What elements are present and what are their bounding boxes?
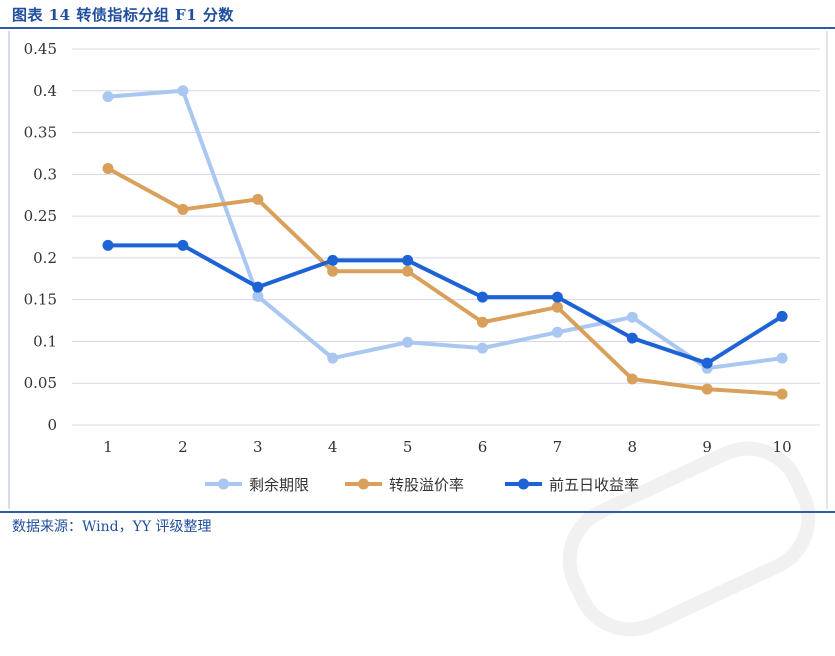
y-tick-label: 0.4	[33, 82, 57, 100]
data-point	[701, 383, 713, 395]
data-point	[327, 352, 339, 364]
data-point	[776, 352, 788, 364]
data-point	[477, 291, 488, 303]
data-point	[551, 326, 563, 338]
data-point	[252, 290, 264, 302]
x-tick-label: 9	[702, 438, 712, 456]
series-line-3	[106, 243, 785, 366]
x-tick-label: 1	[103, 438, 113, 456]
x-tick-label: 10	[773, 438, 792, 456]
x-tick-label: 2	[178, 438, 188, 456]
data-point	[626, 373, 638, 385]
legend-swatch-marker	[218, 478, 229, 490]
data-point	[327, 265, 339, 277]
y-tick-label: 0.35	[24, 124, 57, 142]
data-point	[177, 203, 189, 215]
chart-title: 图表 14 转债指标分组 F1 分数	[12, 6, 234, 24]
data-point	[177, 85, 189, 97]
line-chart: 0 0.05 0.1 0.15 0.2 0.25 0.3 0.35 0.4 0.45 1 2 3 4 5 6 7…	[24, 40, 820, 494]
title-divider	[0, 27, 835, 29]
series-line-1	[106, 88, 785, 371]
y-tick-label: 0.3	[33, 165, 57, 183]
x-tick-label: 5	[403, 438, 413, 456]
x-tick-label: 4	[328, 438, 338, 456]
legend-label: 转股溢价率	[389, 476, 464, 494]
data-point	[477, 316, 488, 328]
y-tick-label: 0.2	[33, 249, 57, 267]
source-note: 数据来源：Wind，YY 评级整理	[12, 519, 212, 535]
legend-swatch-marker	[518, 478, 529, 490]
data-point	[626, 332, 638, 344]
data-point	[626, 311, 638, 323]
y-tick-label: 0.1	[33, 332, 57, 350]
source-divider	[0, 511, 835, 513]
frame-left-border	[8, 31, 10, 509]
x-tick-label: 3	[253, 438, 263, 456]
data-point	[102, 91, 114, 103]
data-point	[701, 357, 713, 369]
data-point	[252, 193, 264, 205]
data-point	[102, 162, 114, 174]
data-point	[776, 388, 788, 400]
data-point	[327, 254, 339, 266]
x-tick-label: 7	[553, 438, 563, 456]
data-point	[402, 336, 414, 348]
data-point	[477, 342, 488, 354]
frame-right-border	[826, 31, 828, 509]
y-tick-label: 0.15	[24, 291, 57, 309]
x-tick-label: 8	[628, 438, 638, 456]
legend-label: 前五日收益率	[549, 476, 639, 494]
x-tick-label: 6	[478, 438, 488, 456]
legend-label: 剩余期限	[249, 476, 309, 494]
data-point	[252, 281, 264, 293]
data-point	[402, 254, 414, 266]
legend-swatch-marker	[358, 478, 369, 490]
y-tick-label: 0.25	[24, 207, 57, 225]
data-point	[177, 239, 189, 251]
data-point	[402, 265, 414, 277]
series-line-2	[106, 166, 785, 397]
y-tick-label: 0	[47, 416, 57, 434]
y-tick-label: 0.05	[24, 374, 57, 392]
data-point	[551, 291, 563, 303]
y-tick-label: 0.45	[24, 40, 57, 58]
data-point	[551, 301, 563, 313]
data-point	[102, 239, 114, 251]
data-point	[776, 310, 788, 322]
